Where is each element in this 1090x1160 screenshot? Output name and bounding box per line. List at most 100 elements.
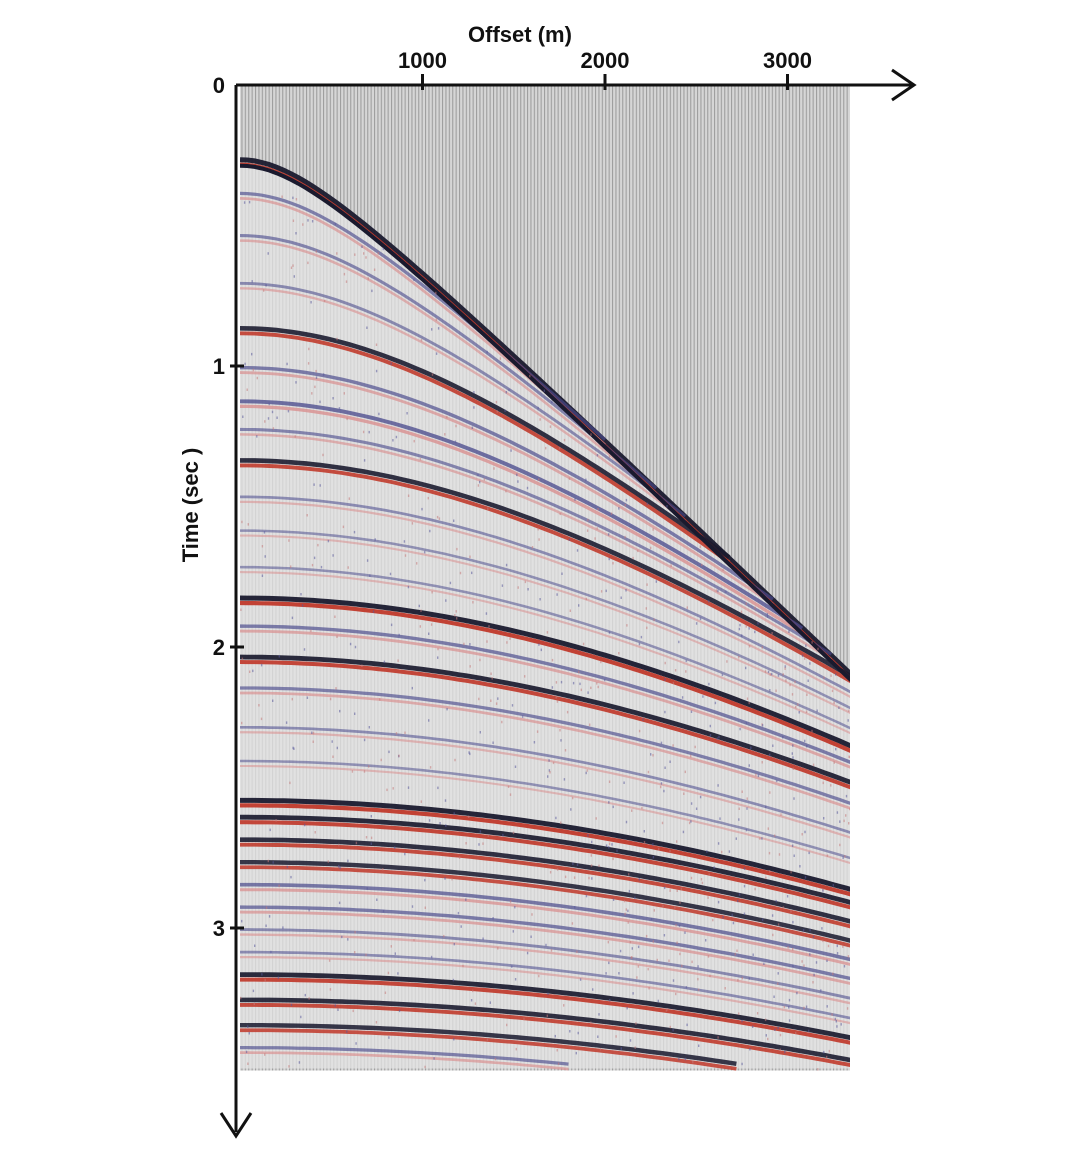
noise-speck bbox=[838, 706, 840, 709]
noise-speck bbox=[625, 820, 628, 824]
noise-speck bbox=[805, 644, 807, 647]
y-axis-label: Time (sec ) bbox=[178, 448, 203, 563]
noise-speck bbox=[247, 523, 249, 526]
noise-speck bbox=[482, 937, 484, 940]
noise-speck bbox=[488, 625, 490, 628]
noise-speck bbox=[641, 806, 643, 810]
x-axis-arrow-icon bbox=[891, 68, 917, 102]
noise-speck bbox=[431, 373, 434, 376]
noise-speck bbox=[254, 944, 256, 947]
noise-speck bbox=[701, 563, 703, 567]
noise-speck bbox=[688, 821, 691, 825]
noise-speck bbox=[308, 997, 310, 1000]
noise-speck bbox=[345, 280, 348, 283]
noise-speck bbox=[771, 914, 774, 917]
noise-speck bbox=[247, 1025, 249, 1028]
noise-speck bbox=[472, 601, 474, 604]
noise-speck bbox=[501, 584, 504, 587]
noise-speck bbox=[676, 941, 678, 944]
noise-speck bbox=[485, 612, 488, 615]
noise-speck bbox=[628, 889, 631, 893]
noise-speck bbox=[650, 917, 653, 921]
noise-speck bbox=[741, 1062, 743, 1066]
noise-speck bbox=[354, 712, 356, 715]
noise-speck bbox=[397, 972, 399, 975]
noise-speck bbox=[636, 976, 638, 979]
noise-speck bbox=[589, 723, 591, 726]
noise-speck bbox=[690, 710, 693, 713]
noise-speck bbox=[428, 632, 430, 635]
noise-speck bbox=[701, 881, 704, 885]
noise-speck bbox=[830, 674, 832, 677]
noise-speck bbox=[366, 887, 368, 890]
y-tick-label: 2 bbox=[213, 635, 225, 660]
noise-speck bbox=[437, 327, 440, 330]
noise-speck bbox=[797, 703, 799, 706]
noise-speck bbox=[708, 600, 710, 603]
x-tick-label: 2000 bbox=[581, 48, 630, 73]
reflector-peak bbox=[240, 865, 850, 948]
reflector-peak bbox=[240, 287, 687, 523]
noise-speck bbox=[473, 406, 475, 409]
noise-speck bbox=[746, 807, 748, 810]
noise-speck bbox=[638, 642, 641, 646]
noise-speck bbox=[302, 223, 304, 226]
noise-speck bbox=[387, 971, 390, 975]
noise-speck bbox=[732, 921, 735, 925]
noise-speck bbox=[407, 585, 410, 589]
noise-speck bbox=[842, 945, 844, 948]
noise-speck bbox=[547, 775, 549, 778]
noise-speck bbox=[468, 751, 470, 754]
noise-speck bbox=[590, 864, 593, 867]
noise-speck bbox=[801, 833, 803, 836]
y-ticks: 0 1 2 3 bbox=[213, 73, 244, 941]
noise-speck bbox=[295, 232, 297, 235]
noise-speck bbox=[574, 906, 576, 909]
noise-speck bbox=[784, 667, 786, 670]
y-tick-label: 3 bbox=[213, 916, 225, 941]
noise-speck bbox=[431, 328, 433, 331]
noise-speck bbox=[406, 412, 408, 415]
noise-speck bbox=[600, 590, 603, 593]
noise-speck bbox=[590, 433, 592, 436]
noise-speck bbox=[367, 277, 369, 280]
noise-speck bbox=[664, 678, 666, 681]
noise-speck bbox=[822, 939, 824, 943]
noise-speck bbox=[774, 1028, 776, 1031]
noise-speck bbox=[706, 850, 708, 853]
noise-speck bbox=[313, 483, 315, 486]
noise-speck bbox=[407, 786, 410, 789]
noise-speck bbox=[676, 889, 678, 892]
noise-speck bbox=[801, 960, 803, 963]
noise-speck bbox=[748, 764, 750, 767]
noise-speck bbox=[755, 773, 757, 777]
noise-speck bbox=[845, 814, 847, 817]
noise-speck bbox=[847, 719, 849, 722]
noise-speck bbox=[757, 622, 759, 625]
noise-speck bbox=[463, 642, 465, 646]
reflector-trough bbox=[240, 759, 850, 860]
noise-speck bbox=[546, 631, 549, 634]
noise-speck bbox=[858, 763, 859, 766]
noise-speck bbox=[738, 807, 740, 810]
noise-speck bbox=[695, 807, 698, 810]
noise-speck bbox=[826, 1005, 828, 1008]
noise-speck bbox=[383, 660, 386, 664]
noise-speck bbox=[777, 972, 779, 975]
noise-speck bbox=[278, 884, 280, 888]
noise-speck bbox=[808, 1029, 810, 1033]
noise-speck bbox=[616, 849, 618, 853]
noise-speck bbox=[315, 250, 317, 253]
noise-speck bbox=[563, 438, 566, 442]
noise-speck bbox=[766, 613, 768, 616]
noise-speck bbox=[625, 589, 627, 592]
reflector-peak bbox=[240, 331, 731, 564]
noise-speck bbox=[682, 830, 685, 834]
noise-speck bbox=[769, 689, 771, 692]
noise-speck bbox=[282, 926, 284, 929]
noise-speck bbox=[413, 938, 415, 942]
noise-speck bbox=[429, 529, 431, 533]
noise-speck bbox=[786, 895, 789, 898]
noise-speck bbox=[650, 546, 652, 550]
